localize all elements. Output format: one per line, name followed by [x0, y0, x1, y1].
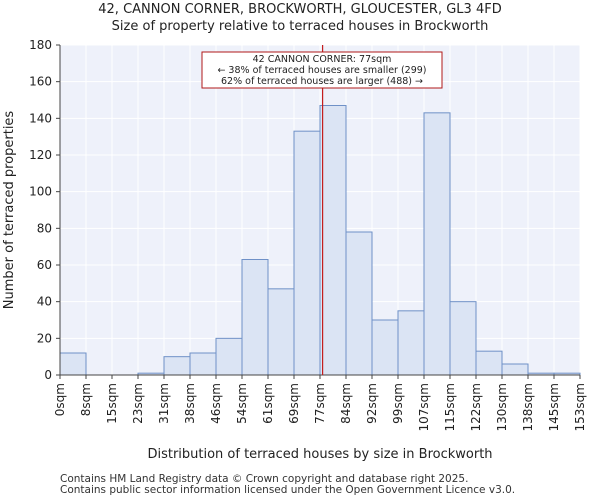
histogram-bar	[397, 310, 425, 376]
histogram-chart: 0 20 40 60 80 100 120 140 160 180 0sqm 8sqm 15sqm 23s…	[2, 38, 587, 462]
x-tick-label: 69sqm	[287, 383, 301, 424]
x-tick-label: 8sqm	[79, 383, 93, 416]
y-tick-label: 100	[29, 185, 52, 199]
x-tick-label: 92sqm	[365, 383, 379, 424]
histogram-bar	[241, 259, 269, 376]
x-tick-label: 122sqm	[469, 383, 483, 431]
histogram-bar	[267, 288, 295, 376]
x-tick-label: 46sqm	[209, 383, 223, 424]
x-axis-label: Distribution of terraced houses by size …	[147, 447, 492, 462]
x-tick-label: 115sqm	[443, 383, 457, 431]
x-tick-label: 84sqm	[339, 383, 353, 424]
histogram-bar	[59, 352, 87, 376]
x-tick-label: 153sqm	[573, 383, 587, 431]
chart-subtitle: Size of property relative to terraced ho…	[111, 19, 489, 34]
annotation-line: 62% of terraced houses are larger (488) …	[221, 76, 423, 87]
y-tick-label: 180	[29, 38, 52, 52]
x-tick-label: 138sqm	[521, 383, 535, 431]
annotation-line: 42 CANNON CORNER: 77sqm	[253, 54, 392, 65]
footer-licence: Contains public sector information licen…	[60, 484, 516, 496]
histogram-bar	[189, 352, 217, 376]
x-tick-label: 77sqm	[313, 383, 327, 424]
x-tick-label: 54sqm	[235, 383, 249, 424]
annotation-line: ← 38% of terraced houses are smaller (29…	[217, 65, 426, 76]
y-axis-label: Number of terraced properties	[2, 111, 17, 310]
x-tick-label: 38sqm	[183, 383, 197, 424]
annotation-box	[201, 51, 443, 89]
x-tick-label: 107sqm	[417, 383, 431, 431]
y-tick-label: 80	[37, 221, 52, 235]
footer-copyright: Contains HM Land Registry data © Crown c…	[60, 473, 469, 485]
x-tick-label: 61sqm	[261, 383, 275, 424]
y-tick-label: 40	[37, 295, 52, 309]
y-tick-label: 20	[37, 331, 52, 345]
histogram-bar	[319, 105, 347, 376]
histogram-bar	[475, 350, 503, 376]
histogram-bar	[371, 319, 399, 376]
chart-title: 42, CANNON CORNER, BROCKWORTH, GLOUCESTE…	[98, 2, 502, 17]
histogram-bar	[423, 112, 451, 376]
y-tick-label: 160	[29, 75, 52, 89]
histogram-bar	[293, 130, 321, 376]
x-tick-label: 99sqm	[391, 383, 405, 424]
histogram-bar	[501, 363, 529, 376]
histogram-bar	[215, 337, 243, 376]
y-tick-label: 120	[29, 148, 52, 162]
y-tick-label: 140	[29, 111, 52, 125]
x-tick-label: 31sqm	[157, 383, 171, 424]
x-tick-label: 23sqm	[131, 383, 145, 424]
y-tick-label: 0	[44, 368, 52, 382]
x-tick-label: 145sqm	[547, 383, 561, 431]
x-tick-label: 15sqm	[105, 383, 119, 424]
histogram-bar	[345, 231, 373, 376]
histogram-bar	[449, 301, 477, 376]
y-tick-label: 60	[37, 258, 52, 272]
x-tick-label: 0sqm	[53, 383, 67, 416]
histogram-bar	[163, 356, 191, 376]
x-tick-label: 130sqm	[495, 383, 509, 431]
